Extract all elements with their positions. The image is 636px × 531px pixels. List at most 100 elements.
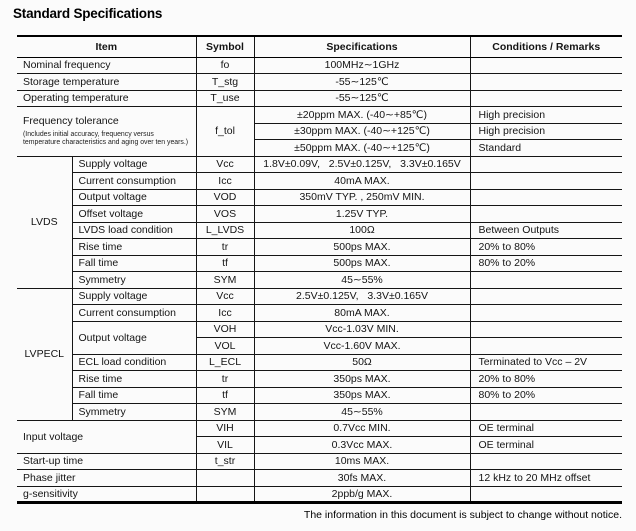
header-symbol: Symbol [195,36,254,58]
table-row: Nominal frequency fo 100MHz∼1GHz [17,57,622,74]
table-row: VOL Vcc-1.60V MAX. [17,337,622,355]
symbol-cell: tr [195,370,254,388]
condition-cell [469,205,622,223]
condition-cell: OE terminal [469,436,622,454]
item-cell-frequency-tolerance: Frequency tolerance (Includes initial ac… [17,106,196,157]
spec-cell: 45∼55% [253,271,470,289]
header-specifications: Specifications [253,36,470,58]
condition-cell [469,172,622,190]
spec-cell: 0.7Vcc MIN. [253,420,470,437]
symbol-cell: VIH [195,420,254,437]
spec-cell: 80mA MAX. [253,304,470,322]
group-label-lvpecl: LVPECL [17,288,72,421]
spec-cell: -55∼125℃ [253,90,470,107]
item-cell: Operating temperature [17,90,196,107]
item-cell: Rise time [71,238,196,256]
condition-cell: 12 kHz to 20 MHz offset [469,469,622,487]
symbol-cell: f_tol [195,106,254,157]
spec-cell: 100Ω [253,222,470,239]
table-row: VIL 0.3Vcc MAX. OE terminal [17,436,622,454]
symbol-cell: VOS [195,205,254,223]
item-cell: Symmetry [71,403,196,421]
spec-cell: 40mA MAX. [253,172,470,190]
spec-cell: 50Ω [253,354,470,371]
table-row: Storage temperature T_stg -55∼125℃ [17,73,622,91]
condition-cell: 80% to 20% [469,255,622,272]
table-row: LVDS load condition L_LVDS 100Ω Between … [17,222,622,239]
table-row: Symmetry SYM 45∼55% [17,403,622,421]
symbol-cell: tf [195,255,254,272]
item-cell: Start-up time [17,453,196,470]
symbol-cell: Icc [195,304,254,322]
item-cell-input-voltage: Input voltage [17,420,196,454]
item-cell: Phase jitter [17,469,196,487]
condition-cell: 20% to 80% [469,238,622,256]
table-row: Symmetry SYM 45∼55% [17,271,622,289]
spec-cell: 1.8V±0.09V, 2.5V±0.125V, 3.3V±0.165V [253,156,470,173]
item-cell: g-sensitivity [17,486,196,503]
condition-cell [469,156,622,173]
spec-cell: 2.5V±0.125V, 3.3V±0.165V [253,288,470,305]
condition-cell: 80% to 20% [469,387,622,404]
table-row: Current consumption Icc 80mA MAX. [17,304,622,322]
table-row: Frequency tolerance (Includes initial ac… [17,106,622,157]
symbol-cell: T_stg [195,73,254,91]
symbol-cell: Icc [195,172,254,190]
table-row: Rise time tr 350ps MAX. 20% to 80% [17,370,622,388]
condition-cell [469,57,622,74]
symbol-cell: Vcc [195,288,254,305]
spec-cell: 2ppb/g MAX. [253,486,470,503]
spec-cell: 10ms MAX. [253,453,470,470]
item-cell: Rise time [71,370,196,388]
spec-cell: 30fs MAX. [253,469,470,487]
condition-cell [469,73,622,91]
symbol-cell: VOL [195,337,254,355]
table-row: Input voltage VIH 0.7Vcc MIN. OE termina… [17,420,622,454]
item-cell: Fall time [71,387,196,404]
condition-cell [469,189,622,206]
spec-cell: ±20ppm MAX. (-40∼+85℃) [253,106,470,124]
symbol-cell: Vcc [195,156,254,173]
condition-cell: 20% to 80% [469,370,622,388]
symbol-cell: SYM [195,271,254,289]
spec-cell: 350ps MAX. [253,370,470,388]
table-row: LVPECL Supply voltage Vcc 2.5V±0.125V, 3… [17,288,622,421]
table-row: Phase jitter 30fs MAX. 12 kHz to 20 MHz … [17,469,622,487]
spec-cell: 350mV TYP. , 250mV MIN. [253,189,470,206]
table-row: Output voltage VOD 350mV TYP. , 250mV MI… [17,189,622,206]
condition-cell: High precision [469,106,622,124]
footer-note: The information in this document is subj… [303,509,622,521]
item-cell: Output voltage [71,189,196,206]
condition-cell [469,403,622,421]
item-cell: ECL load condition [71,354,196,371]
symbol-cell: VOD [195,189,254,206]
symbol-cell: fo [195,57,254,74]
condition-cell [469,288,622,305]
item-cell: Storage temperature [17,73,196,91]
symbol-cell: tr [195,238,254,256]
spec-cell: Vcc-1.60V MAX. [253,337,470,355]
frequency-tolerance-note: (Includes initial accuracy, frequency ve… [23,130,189,147]
spec-cell: 350ps MAX. [253,387,470,404]
header-conditions: Conditions / Remarks [469,36,622,58]
item-cell: Current consumption [71,172,196,190]
specifications-table: Item Symbol Specifications Conditions / … [17,35,622,504]
condition-cell: Terminated to Vcc – 2V [469,354,622,371]
symbol-cell: tf [195,387,254,404]
group-label-lvds: LVDS [17,156,72,289]
spec-cell: 0.3Vcc MAX. [253,436,470,454]
table-row: ±30ppm MAX. (-40∼+125℃) High precision [17,123,622,140]
table-row: LVDS Supply voltage Vcc 1.8V±0.09V, 2.5V… [17,156,622,289]
spec-cell: ±30ppm MAX. (-40∼+125℃) [253,123,470,140]
spec-cell: Vcc-1.03V MIN. [253,321,470,338]
spec-cell: ±50ppm MAX. (-40∼+125℃) [253,139,470,157]
table-row: ECL load condition L_ECL 50Ω Terminated … [17,354,622,371]
condition-cell [469,90,622,107]
condition-cell [469,304,622,322]
page-title: Standard Specifications [13,6,163,21]
table-row: Operating temperature T_use -55∼125℃ [17,90,622,107]
item-cell: Offset voltage [71,205,196,223]
spec-cell: 100MHz∼1GHz [253,57,470,74]
table-row: ±50ppm MAX. (-40∼+125℃) Standard [17,139,622,157]
table-row: Offset voltage VOS 1.25V TYP. [17,205,622,223]
